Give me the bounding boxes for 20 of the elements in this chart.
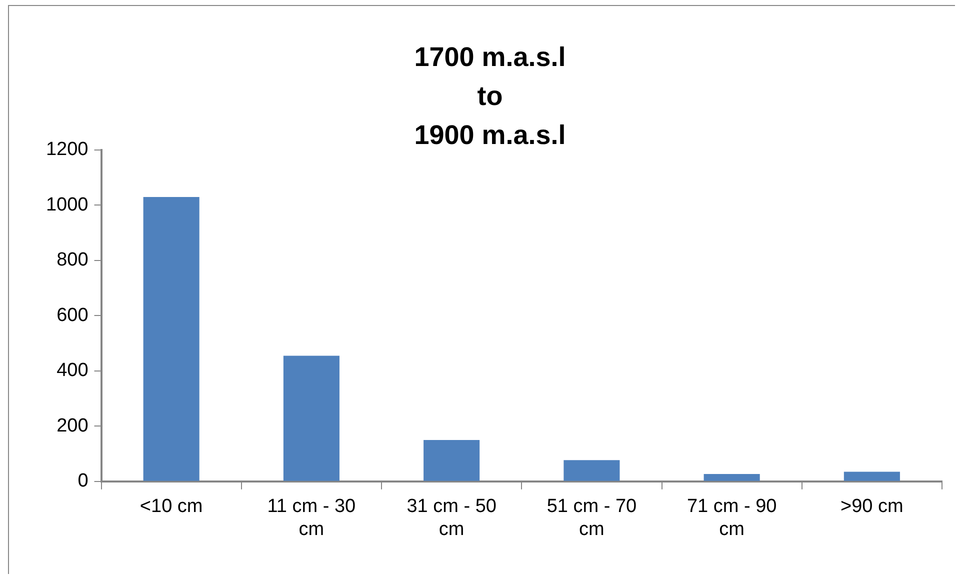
y-tick-label: 600 xyxy=(56,304,88,326)
y-tick-label: 800 xyxy=(56,250,88,271)
x-tick-label: 31 cm - 50 cm xyxy=(406,496,496,540)
bar xyxy=(424,440,480,481)
chart-title: 1700 m.a.s.l to 1900 m.a.s.l xyxy=(413,41,567,152)
y-tick-label: 200 xyxy=(56,415,88,436)
x-tick-label: >90 cm xyxy=(840,496,904,518)
y-tick-label: 400 xyxy=(56,360,88,382)
bar xyxy=(143,196,200,481)
x-tick-label: <10 cm xyxy=(140,496,203,518)
bar xyxy=(564,460,620,481)
y-tick-label: 1200 xyxy=(46,139,88,160)
bar xyxy=(283,356,340,481)
y-tick-label: 1000 xyxy=(46,194,88,216)
bar xyxy=(704,474,760,481)
x-tick-label: 11 cm - 30 cm xyxy=(267,496,356,540)
x-tick-label: 51 cm - 70 cm xyxy=(546,496,637,540)
x-tick-label: 71 cm - 90 cm xyxy=(686,496,777,540)
bar xyxy=(844,472,900,481)
y-tick-label: 0 xyxy=(78,470,88,492)
